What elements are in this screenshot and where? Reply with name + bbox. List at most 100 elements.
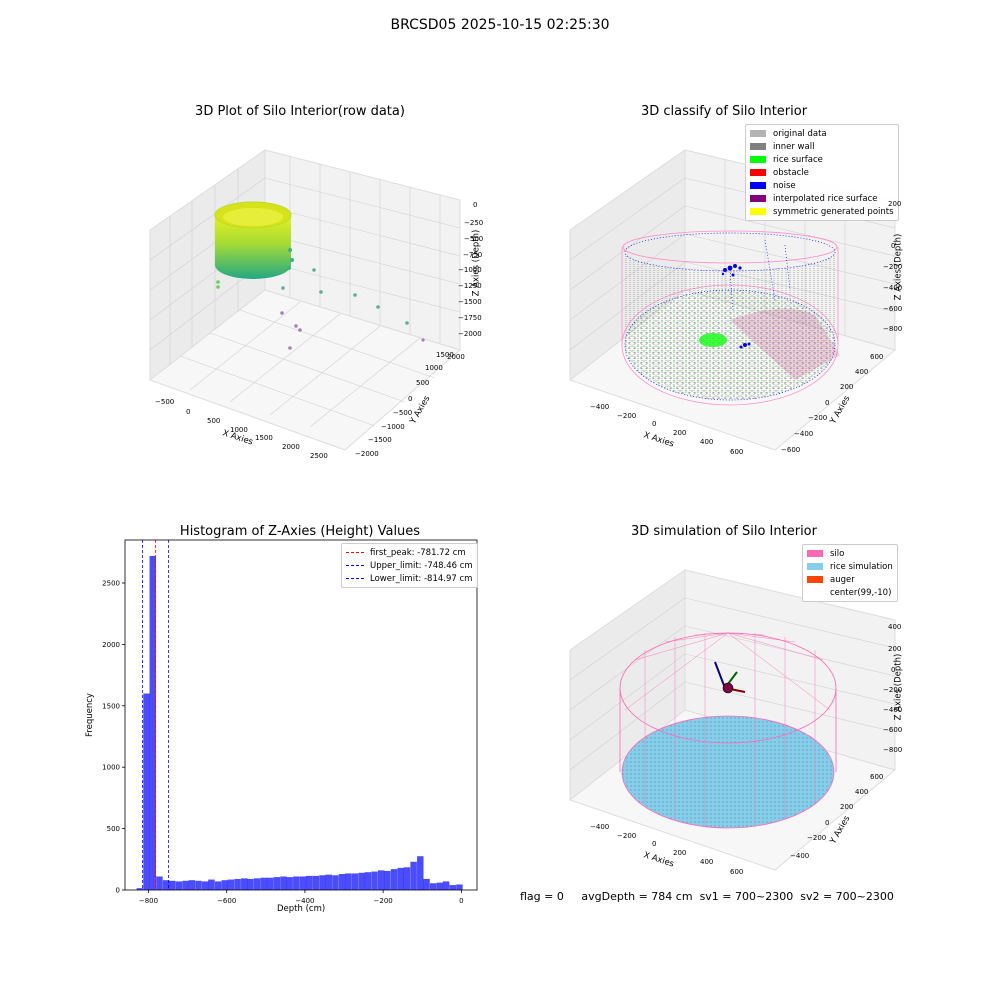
- histogram-bar: [377, 870, 385, 890]
- simulation-zlabel: Z Axies (Depth): [893, 653, 904, 721]
- simulation-plot-title: 3D simulation of Silo Interior: [631, 524, 817, 539]
- simulation-xtick: 600: [730, 868, 744, 876]
- legend-swatch: [807, 589, 823, 596]
- classify-3d-axes: [568, 149, 897, 451]
- histogram-bar: [182, 880, 189, 890]
- classify-ztick: −600: [883, 305, 903, 313]
- histogram-bar: [371, 871, 378, 890]
- simulation-ytick: 400: [855, 788, 869, 796]
- legend-label: auger: [830, 574, 855, 585]
- histogram-bar: [364, 872, 372, 890]
- simulation-xtick: 0: [652, 840, 657, 848]
- classify-xtick: 0: [652, 420, 657, 428]
- classify-ztick: 0: [891, 242, 896, 250]
- classify-ytick: −200: [808, 414, 828, 422]
- legend-label: noise: [773, 180, 796, 191]
- classify-ztick: 200: [888, 200, 902, 208]
- histogram-bar: [351, 873, 359, 890]
- raw-ytick: 500: [416, 379, 430, 387]
- histogram-bar: [149, 555, 157, 890]
- histogram-xtick-label: −200: [374, 897, 393, 905]
- legend-swatch: [807, 550, 823, 557]
- classify-xtick: −400: [590, 403, 610, 411]
- legend-entry: silo: [807, 547, 893, 560]
- raw-xtick: −500: [155, 398, 175, 406]
- histogram-bar: [403, 867, 411, 890]
- legend-swatch: [807, 576, 823, 583]
- raw-ytick: −1500: [368, 436, 392, 444]
- histogram-bar: [358, 872, 365, 890]
- histogram-xtick-label: −600: [217, 897, 236, 905]
- histogram-bar: [429, 883, 437, 890]
- simulation-ztick: 0: [891, 666, 896, 674]
- histogram-bar: [273, 877, 280, 890]
- histogram-bar: [221, 880, 228, 890]
- avg-depth-text: avgDepth = 784 cm: [581, 890, 693, 903]
- simulation-ytick: 200: [840, 803, 854, 811]
- histogram-bar: [253, 878, 261, 890]
- simulation-xtick: 400: [700, 858, 714, 866]
- legend-label: interpolated rice surface: [773, 193, 878, 204]
- simulation-ytick: 600: [870, 773, 884, 781]
- classify-xtick: 200: [673, 429, 687, 437]
- histogram-bar: [241, 878, 248, 890]
- simulation-ytick: 0: [825, 819, 830, 827]
- simulation-ytick: −200: [807, 834, 827, 842]
- simulation-ytick: −400: [790, 852, 810, 860]
- legend-label: obstacle: [773, 167, 809, 178]
- legend-entry: Lower_limit: -814.97 cm: [346, 572, 473, 585]
- raw-ztick: 0: [473, 201, 478, 209]
- histogram-ytick-label: 500: [107, 825, 120, 833]
- legend-label: silo: [830, 548, 845, 559]
- classify-xtick: 600: [730, 448, 744, 456]
- sv2-text: sv2 = 700~2300: [800, 890, 894, 903]
- legend-label: original data: [773, 128, 827, 139]
- histogram-ylabel: Frequency: [84, 693, 95, 737]
- legend-label: Upper_limit: -748.46 cm: [370, 560, 473, 571]
- histogram-title: Histogram of Z-Axies (Height) Values: [179, 524, 421, 539]
- histogram-bar: [169, 880, 176, 890]
- histogram-bar: [449, 885, 456, 890]
- classify-ztick: −800: [883, 325, 903, 333]
- raw-ztick: −1000: [458, 266, 482, 274]
- simulation-ztick: 400: [888, 623, 902, 631]
- legend-label: Lower_limit: -814.97 cm: [370, 573, 473, 584]
- legend-entry: symmetric generated points: [750, 205, 894, 218]
- legend-swatch: [750, 182, 766, 189]
- raw-ztick: −250: [464, 219, 484, 227]
- histogram-bar: [390, 869, 398, 890]
- simulation-ztick: −600: [883, 726, 903, 734]
- legend-label: symmetric generated points: [773, 206, 894, 217]
- raw-xtick: 2500: [310, 452, 328, 460]
- raw-ztick: −500: [464, 235, 484, 243]
- figure-title: BRCSD05 2025-10-15 02:25:30: [390, 17, 610, 33]
- classify-xtick: −200: [617, 412, 637, 420]
- legend-entry: inner wall: [750, 140, 894, 153]
- histogram-bar: [175, 881, 183, 890]
- classify-legend: original data inner wall rice surface ob…: [745, 124, 899, 221]
- simulation-3d-axes: [568, 569, 897, 871]
- classify-ytick: 600: [870, 353, 884, 361]
- classify-ztick: −200: [883, 263, 903, 271]
- histogram-bar: [227, 879, 235, 890]
- raw-zlabel: Z Axies (Depth): [471, 229, 482, 297]
- histogram-bar: [286, 877, 293, 890]
- legend-line: [346, 552, 364, 553]
- legend-entry: Upper_limit: -748.46 cm: [346, 559, 473, 572]
- histogram-bar: [332, 875, 339, 890]
- classify-xtick: 400: [700, 438, 714, 446]
- sv1-text: sv1 = 700~2300: [699, 890, 794, 903]
- histogram-bar: [338, 874, 346, 890]
- histogram-bar: [305, 875, 313, 890]
- raw-ytick: −500: [393, 409, 413, 417]
- histogram-bar: [442, 881, 450, 890]
- histogram-ytick-label: 1000: [102, 764, 120, 772]
- histogram-bar: [214, 881, 222, 890]
- legend-swatch: [750, 130, 766, 137]
- histogram-ytick-label: 2500: [102, 579, 120, 587]
- legend-entry: first_peak: -781.72 cm: [346, 546, 473, 559]
- classify-ytick: −600: [781, 446, 801, 454]
- raw-ytick: −1000: [381, 423, 405, 431]
- legend-swatch: [807, 563, 823, 570]
